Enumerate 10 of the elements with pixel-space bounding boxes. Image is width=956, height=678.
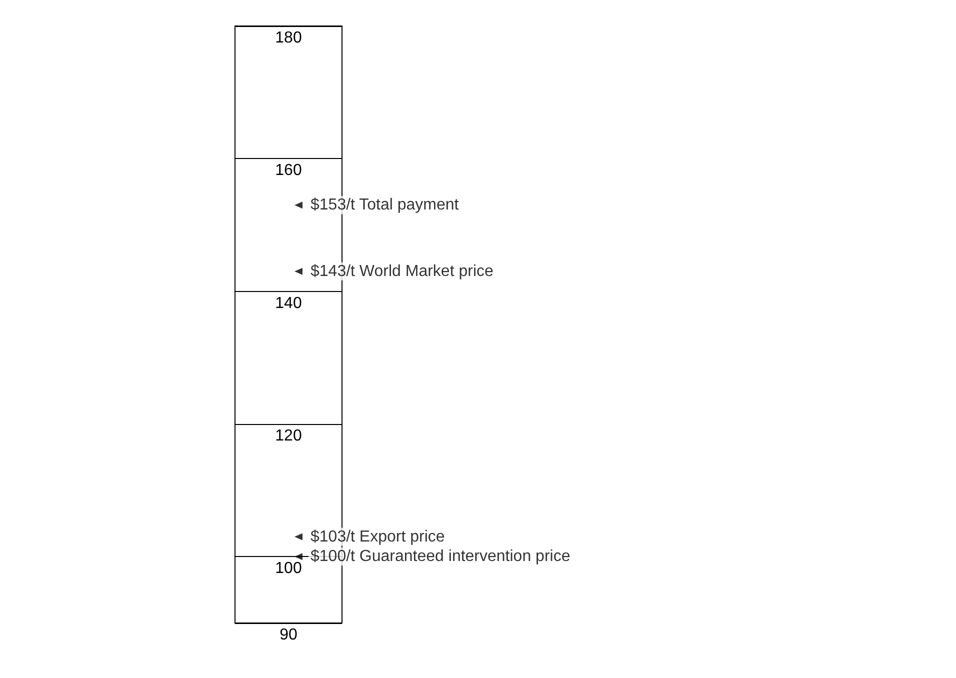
data-label: $103/t Export price (310, 528, 445, 546)
data-label: $100/t Guaranteed intervention price (310, 548, 570, 566)
data-label: $143/t World Market price (310, 262, 494, 280)
y-tick-label: 120 (275, 428, 302, 444)
y-tick-label: 140 (275, 294, 302, 312)
y-tick-label: 160 (275, 162, 302, 180)
y-tick-label: 90 (280, 626, 298, 644)
data-label: $153/t Total payment (310, 196, 460, 214)
y-tick-label: 100 (275, 560, 302, 578)
y-tick-label: 180 (275, 30, 302, 46)
